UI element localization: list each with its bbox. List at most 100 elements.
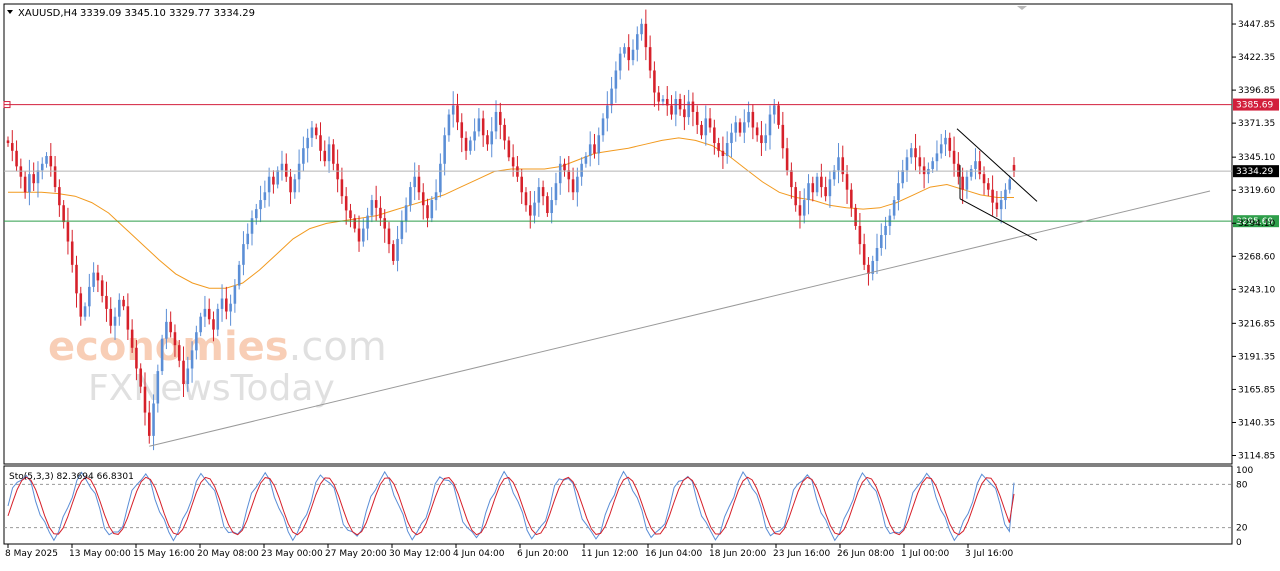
candle-body (486, 135, 489, 145)
candle-body (717, 143, 720, 151)
level-price-label: 3295.69 (1236, 217, 1273, 227)
candle-body (995, 202, 999, 210)
x-tick-label: 11 Jun 12:00 (581, 549, 638, 559)
candle-body (1008, 179, 1012, 190)
candle-body (259, 200, 262, 210)
candle-body (28, 174, 31, 193)
candle-body (905, 157, 909, 171)
candle-body (661, 98, 665, 102)
candle-body (828, 179, 832, 197)
candle-body (593, 144, 596, 154)
candle-body (83, 306, 87, 317)
candle-body (824, 187, 827, 197)
candle-body (92, 272, 95, 287)
x-tick-label: 23 Jun 16:00 (773, 549, 830, 559)
candle-body (884, 225, 887, 236)
candle-body (571, 179, 575, 193)
candle-body (601, 118, 605, 136)
x-tick-label: 6 Jun 20:00 (517, 549, 569, 559)
stochastic-k-line (7, 470, 1015, 542)
candle-body (165, 321, 168, 339)
channel-upper-line[interactable] (956, 128, 1038, 202)
x-tick-label: 4 Jun 04:00 (453, 549, 505, 559)
candle-body (991, 189, 994, 203)
stochastic-tick-label: 20 (1236, 524, 1248, 534)
candle-body (1012, 164, 1016, 172)
candle-body (576, 176, 579, 193)
candle-body (700, 124, 703, 136)
candle-body (550, 200, 553, 214)
candle-body (383, 218, 386, 229)
candle-body (105, 295, 108, 309)
candle-body (948, 137, 952, 151)
candle-body (892, 200, 896, 216)
candle-body (255, 209, 258, 219)
candle-body (263, 192, 267, 201)
candle-body (931, 161, 934, 169)
candle-body (820, 176, 823, 188)
candle-body (45, 155, 48, 164)
candle-body (922, 166, 926, 175)
y-tick-label: 3114.85 (1238, 452, 1275, 462)
candle-body (935, 153, 939, 162)
candle-body (233, 285, 237, 304)
candle-body (961, 176, 964, 190)
main-plot-frame (3, 3, 1233, 465)
candle-body (850, 189, 853, 208)
candle-body (289, 176, 292, 193)
level-handle-icon[interactable] (3, 101, 11, 109)
symbol-dropdown-icon[interactable] (7, 10, 13, 14)
candle-body (319, 135, 322, 151)
candle-body (212, 319, 215, 330)
candle-body (867, 264, 870, 274)
channel-lower-line[interactable] (959, 198, 1038, 241)
candle-body (426, 205, 429, 219)
candle-body (353, 218, 357, 229)
candle-body (760, 135, 763, 144)
candle-body (507, 140, 511, 158)
x-tick-label: 13 May 00:00 (69, 549, 131, 559)
candle-body (443, 135, 446, 164)
candle-body (96, 272, 100, 281)
candle-body (747, 111, 750, 123)
candle-body (811, 183, 815, 193)
candle-body (473, 131, 476, 141)
x-tick-label: 27 May 20:00 (325, 549, 387, 559)
candle-body (10, 143, 14, 151)
candle-body (126, 306, 130, 330)
stochastic-d-line (7, 476, 1015, 536)
candle-body (636, 34, 639, 50)
rising-trendline[interactable] (149, 190, 1211, 447)
candle-body (713, 127, 716, 144)
candle-body (918, 157, 922, 167)
candle-body (152, 403, 155, 436)
y-tick-label: 3140.35 (1238, 418, 1275, 428)
candle-body (323, 150, 327, 162)
candle-body (528, 205, 532, 216)
candle-body (909, 148, 913, 158)
candle-body (267, 176, 271, 193)
candle-body (109, 308, 113, 326)
candle-body (875, 247, 879, 261)
candle-body (721, 150, 725, 156)
candle-body (306, 137, 309, 149)
candle-body (362, 228, 365, 242)
current-price-badge (1233, 165, 1279, 178)
candle-body (880, 235, 883, 248)
y-tick-label: 3371.35 (1238, 119, 1275, 129)
candle-body (939, 144, 943, 154)
candle-body (554, 183, 558, 201)
x-tick-label: 20 May 08:00 (197, 549, 259, 559)
candle-body (113, 316, 117, 326)
candle-body (999, 200, 1003, 210)
candle-body (220, 298, 224, 309)
candle-body (370, 200, 374, 216)
candle-body (58, 187, 61, 206)
candle-body (695, 111, 699, 125)
candle-body (100, 280, 104, 296)
candle-body (409, 187, 412, 206)
candle-body (374, 200, 378, 208)
stochastic-label: Sto(5,3,3) 82.3694 66.8301 (9, 472, 134, 482)
